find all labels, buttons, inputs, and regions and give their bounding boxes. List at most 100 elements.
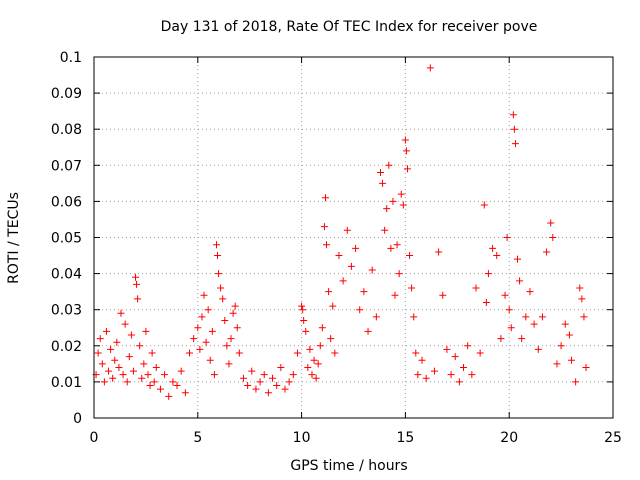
data-point <box>299 306 307 314</box>
y-tick-label: 0.05 <box>51 231 82 247</box>
data-point <box>530 320 538 328</box>
data-point <box>196 345 204 353</box>
data-point <box>256 378 264 386</box>
data-point <box>248 367 256 375</box>
data-point <box>360 288 368 296</box>
data-point <box>493 252 501 260</box>
chart-title: Day 131 of 2018, Rate Of TEC Index for r… <box>161 19 538 35</box>
data-point <box>522 313 530 321</box>
data-point <box>565 331 573 339</box>
data-point <box>125 353 133 361</box>
y-tick-label: 0.02 <box>51 339 82 355</box>
data-point <box>223 342 231 350</box>
data-point <box>387 244 395 252</box>
data-point <box>543 248 551 256</box>
data-point <box>235 349 243 357</box>
data-point <box>148 349 156 357</box>
data-point <box>339 277 347 285</box>
data-point <box>323 241 331 249</box>
y-tick-label: 0.08 <box>51 122 82 138</box>
data-point <box>395 270 403 278</box>
data-point <box>576 284 584 292</box>
x-tick-label: 5 <box>193 430 202 446</box>
data-point <box>410 313 418 321</box>
data-point <box>325 288 333 296</box>
data-point <box>547 219 555 227</box>
data-point <box>316 342 324 350</box>
data-point <box>113 338 121 346</box>
data-point <box>142 327 150 335</box>
y-tick-label: 0.07 <box>51 158 82 174</box>
data-point <box>156 385 164 393</box>
data-point <box>111 356 119 364</box>
data-point <box>119 371 127 379</box>
data-point <box>281 385 289 393</box>
y-axis-label: ROTI / TECUs <box>6 192 22 284</box>
data-point <box>364 327 372 335</box>
data-point <box>476 349 484 357</box>
data-point <box>98 360 106 368</box>
data-point <box>455 378 463 386</box>
data-point <box>140 360 148 368</box>
y-tick-label: 0.01 <box>51 375 82 391</box>
data-point <box>401 136 409 144</box>
data-point <box>480 201 488 209</box>
y-tick-label: 0.03 <box>51 303 82 319</box>
data-point <box>389 197 397 205</box>
data-point <box>383 205 391 213</box>
x-tick-label: 10 <box>293 430 311 446</box>
data-point <box>150 378 158 386</box>
data-point <box>204 306 212 314</box>
data-point <box>217 284 225 292</box>
data-point <box>129 367 137 375</box>
data-point <box>511 140 519 148</box>
data-point <box>426 64 434 72</box>
data-point <box>308 371 316 379</box>
data-point <box>318 324 326 332</box>
data-point <box>304 363 312 371</box>
data-point <box>233 324 241 332</box>
data-point <box>534 345 542 353</box>
data-point <box>368 266 376 274</box>
y-tick-label: 0.1 <box>60 50 82 66</box>
data-point <box>414 371 422 379</box>
data-point <box>109 374 117 382</box>
data-point <box>331 349 339 357</box>
data-point <box>418 356 426 364</box>
x-axis-label: GPS time / hours <box>290 458 407 474</box>
data-point <box>285 378 293 386</box>
data-point <box>94 349 102 357</box>
data-point <box>239 374 247 382</box>
data-point <box>300 317 308 325</box>
data-point <box>403 165 411 173</box>
data-point <box>379 179 387 187</box>
plot-frame <box>93 56 614 419</box>
y-tick-label: 0.06 <box>51 194 82 210</box>
data-point <box>161 371 169 379</box>
data-point <box>327 335 335 343</box>
data-point <box>343 226 351 234</box>
data-point <box>497 335 505 343</box>
data-point <box>277 363 285 371</box>
data-point <box>385 161 393 169</box>
data-point <box>152 363 160 371</box>
data-point <box>526 288 534 296</box>
data-point <box>557 342 565 350</box>
data-point <box>329 302 337 310</box>
data-point <box>489 244 497 252</box>
data-point <box>372 313 380 321</box>
data-point <box>335 252 343 260</box>
data-point <box>356 306 364 314</box>
data-point <box>451 353 459 361</box>
data-point <box>298 302 306 310</box>
data-point <box>510 125 518 133</box>
data-point <box>412 349 420 357</box>
data-point <box>260 371 268 379</box>
data-point <box>117 309 125 317</box>
data-point <box>572 378 580 386</box>
axis-ticks: 0 5 10 15 20 25 0 0.01 0.02 0.03 0.04 0.05 0.06 0.07 0… <box>51 50 622 446</box>
data-point <box>460 363 468 371</box>
data-point <box>206 356 214 364</box>
data-point <box>507 324 515 332</box>
